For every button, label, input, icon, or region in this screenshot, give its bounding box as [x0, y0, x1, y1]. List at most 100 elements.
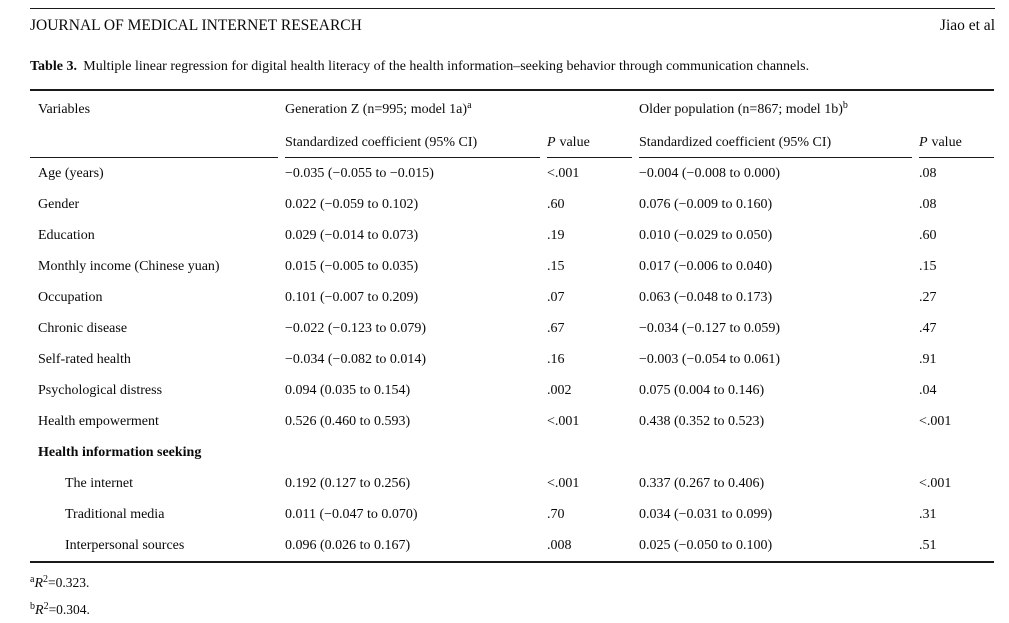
p-value-word: value — [931, 134, 962, 150]
table-row-gender: Gender 0.022 (−0.059 to 0.102) .60 0.076… — [30, 189, 994, 220]
genz-p-value: .60 — [547, 196, 565, 212]
row-label: Gender — [38, 196, 80, 212]
header-group-generation-z: Generation Z (n=995; model 1a)a — [285, 91, 632, 128]
row-label: Self-rated health — [38, 351, 131, 367]
regression-table: Variables Generation Z (n=995; model 1a)… — [30, 89, 994, 563]
older-p-value: .04 — [919, 382, 937, 398]
table-caption: Table 3. Multiple linear regression for d… — [30, 58, 995, 76]
genz-coefficient: 0.094 (0.035 to 0.154) — [285, 382, 411, 398]
header-group-older-population-title: Older population (n=867; model 1b) — [639, 102, 843, 117]
genz-coefficient: 0.022 (−0.059 to 0.102) — [285, 196, 419, 212]
older-p-value: .08 — [919, 196, 937, 212]
table-row-chronic-disease: Chronic disease −0.022 (−0.123 to 0.079)… — [30, 313, 994, 344]
row-label: The internet — [65, 475, 134, 491]
table-row-occupation: Occupation 0.101 (−0.007 to 0.209) .07 0… — [30, 282, 994, 313]
r-squared-exponent: 2 — [43, 574, 49, 585]
row-label: Chronic disease — [38, 320, 128, 336]
table-row-health-empowerment: Health empowerment 0.526 (0.460 to 0.593… — [30, 406, 994, 437]
footnote-b: bR2=0.304. — [30, 597, 995, 623]
older-coefficient: 0.025 (−0.050 to 0.100) — [639, 537, 773, 553]
genz-p-value: .70 — [547, 506, 565, 522]
genz-p-value: .19 — [547, 227, 565, 243]
older-p-value: <.001 — [919, 413, 952, 429]
older-coefficient: 0.075 (0.004 to 0.146) — [639, 382, 765, 398]
older-p-value: <.001 — [919, 475, 952, 491]
journal-title: JOURNAL OF MEDICAL INTERNET RESEARCH — [30, 17, 362, 34]
page-content: JOURNAL OF MEDICAL INTERNET RESEARCH Jia… — [0, 8, 1009, 623]
older-p-value: .15 — [919, 258, 937, 274]
header-group-generation-z-title: Generation Z (n=995; model 1a) — [285, 102, 468, 117]
genz-coefficient: 0.011 (−0.047 to 0.070) — [285, 506, 418, 522]
table-section-health-information-seeking: Health information seeking — [30, 437, 994, 468]
table-body: Age (years) −0.035 (−0.055 to −0.015) <.… — [30, 158, 994, 561]
r-squared-exponent: 2 — [43, 601, 49, 612]
table-row-education: Education 0.029 (−0.014 to 0.073) .19 0.… — [30, 220, 994, 251]
table-row-interpersonal-sources: Interpersonal sources 0.096 (0.026 to 0.… — [30, 530, 994, 561]
genz-coefficient: 0.526 (0.460 to 0.593) — [285, 413, 411, 429]
footnote-a: aR2=0.323. — [30, 570, 995, 597]
footnote-b-marker: b — [30, 601, 35, 612]
genz-coefficient: 0.015 (−0.005 to 0.035) — [285, 258, 419, 274]
older-p-value: .91 — [919, 351, 937, 367]
section-label: Health information seeking — [38, 444, 202, 460]
genz-p-value: <.001 — [547, 475, 580, 491]
p-symbol: P — [547, 134, 556, 150]
genz-p-value: .67 — [547, 320, 565, 336]
genz-p-value: .008 — [547, 537, 572, 553]
row-label: Psychological distress — [38, 382, 163, 398]
p-symbol: P — [919, 134, 928, 150]
older-p-value: .27 — [919, 289, 937, 305]
genz-p-value: .002 — [547, 382, 572, 398]
older-p-value: .47 — [919, 320, 937, 336]
genz-p-value: .15 — [547, 258, 565, 274]
table-bottom-rule — [30, 561, 994, 563]
footnote-b-value: =0.304. — [48, 602, 90, 617]
older-coefficient: 0.010 (−0.029 to 0.050) — [639, 227, 773, 243]
header-variables: Variables — [30, 91, 278, 158]
journal-article-page: JOURNAL OF MEDICAL INTERNET RESEARCH Jia… — [0, 8, 1009, 623]
genz-coefficient: −0.034 (−0.082 to 0.014) — [285, 351, 427, 367]
older-p-value: .31 — [919, 506, 937, 522]
older-coefficient: 0.063 (−0.048 to 0.173) — [639, 289, 773, 305]
footnote-marker-b: b — [842, 100, 848, 111]
r-squared-symbol: R — [35, 603, 44, 618]
genz-p-value: <.001 — [547, 413, 580, 429]
older-coefficient: 0.017 (−0.006 to 0.040) — [639, 258, 773, 274]
genz-p-value: .07 — [547, 289, 565, 305]
p-value-word: value — [559, 134, 590, 150]
table-caption-label: Table 3. — [30, 59, 77, 74]
older-coefficient: −0.034 (−0.127 to 0.059) — [639, 320, 781, 336]
footnote-a-marker: a — [30, 574, 35, 585]
genz-coefficient: −0.035 (−0.055 to −0.015) — [285, 165, 434, 181]
older-coefficient: 0.076 (−0.009 to 0.160) — [639, 196, 773, 212]
older-coefficient: −0.003 (−0.054 to 0.061) — [639, 351, 781, 367]
footnote-a-value: =0.323. — [48, 575, 90, 590]
genz-coefficient: 0.096 (0.026 to 0.167) — [285, 537, 411, 553]
masthead-rule — [30, 8, 995, 9]
running-authors: Jiao et al — [939, 17, 995, 34]
row-label: Occupation — [38, 289, 103, 305]
table-header: Variables Generation Z (n=995; model 1a)… — [30, 89, 994, 158]
older-coefficient: 0.337 (0.267 to 0.406) — [639, 475, 765, 491]
r-squared-symbol: R — [34, 576, 44, 591]
older-coefficient: 0.438 (0.352 to 0.523) — [639, 413, 765, 429]
footnote-marker-a: a — [467, 100, 472, 111]
table-row-traditional-media: Traditional media 0.011 (−0.047 to 0.070… — [30, 499, 994, 530]
table-row-self-rated-health: Self-rated health −0.034 (−0.082 to 0.01… — [30, 344, 994, 375]
genz-p-value: <.001 — [547, 165, 580, 181]
masthead: JOURNAL OF MEDICAL INTERNET RESEARCH Jia… — [30, 9, 995, 35]
row-label: Monthly income (Chinese yuan) — [38, 258, 220, 274]
row-label: Age (years) — [38, 165, 104, 181]
older-coefficient: −0.004 (−0.008 to 0.000) — [639, 165, 781, 181]
table-footnotes: aR2=0.323. bR2=0.304. — [30, 570, 995, 623]
genz-p-value: .16 — [547, 351, 565, 367]
older-p-value: .08 — [919, 165, 937, 181]
older-p-value: .51 — [919, 537, 937, 553]
genz-coefficient: 0.101 (−0.007 to 0.209) — [285, 289, 419, 305]
table-row-psychological-distress: Psychological distress 0.094 (0.035 to 0… — [30, 375, 994, 406]
older-coefficient: 0.034 (−0.031 to 0.099) — [639, 506, 773, 522]
older-p-value: .60 — [919, 227, 937, 243]
table-row-the-internet: The internet 0.192 (0.127 to 0.256) <.00… — [30, 468, 994, 499]
